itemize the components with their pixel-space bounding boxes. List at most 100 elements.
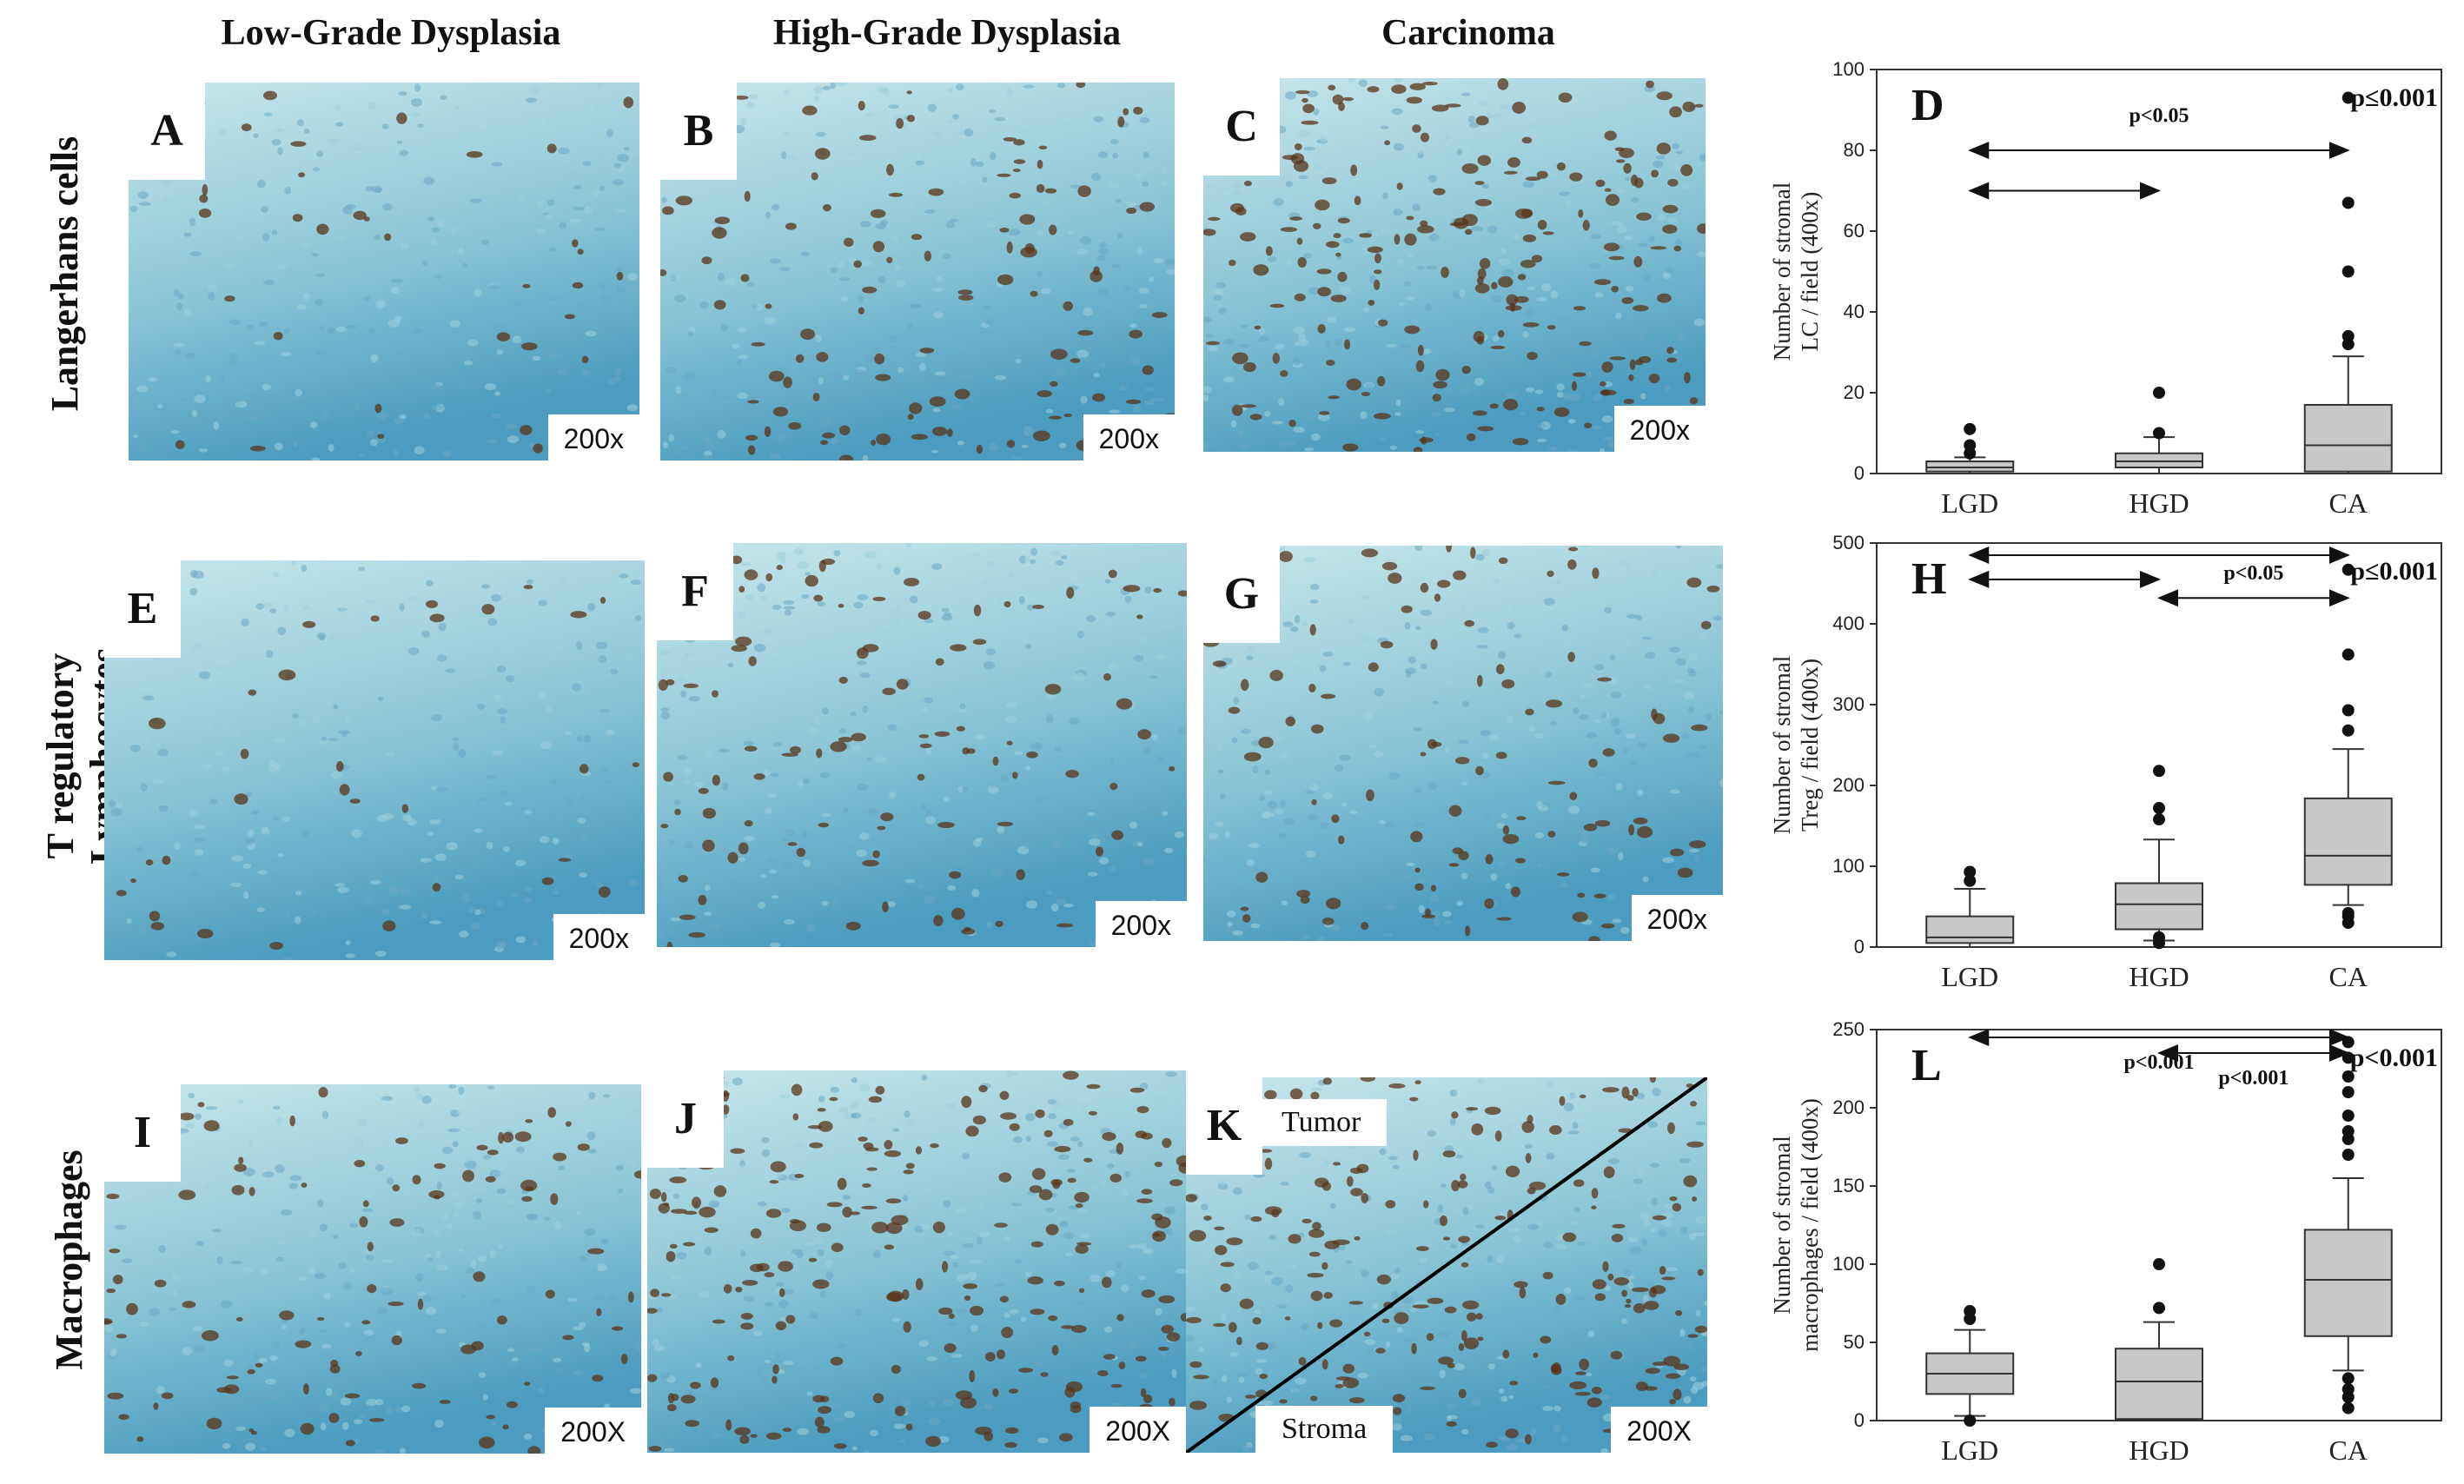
y-tick-label: 50 [1844,1331,1865,1353]
row-heading-langerhans: Langerhans cells [43,136,86,412]
y-tick-label: 100 [1832,1253,1865,1275]
stroma-label: Stroma [1255,1406,1394,1453]
outlier-point [2341,563,2355,576]
panel-letter: I [104,1084,181,1182]
x-category-label: LGD [1941,961,1998,992]
box-ca [2303,403,2393,473]
outlier-point [2341,1372,2355,1385]
magnification-label: 200x [553,914,645,960]
y-axis-label: Number of stromal [1769,656,1795,834]
column-heading-carcinoma: Carcinoma [1381,13,1555,53]
x-category-label: HGD [2129,961,2189,992]
outlier-point [2341,91,2355,104]
micrograph-panel-j: J 200X [647,1070,1186,1453]
outlier-point [2153,765,2165,778]
outlier-point [2341,1125,2355,1137]
y-tick-label: 500 [1832,532,1865,553]
box-plot-d: 0 20 40 60 80 100 Number of stromal LC / field … [1769,58,2442,519]
y-tick-label: 80 [1844,139,1865,161]
tumor-label: Tumor [1255,1099,1388,1146]
outlier-point [2341,1110,2355,1122]
comparison-p-value: p<0.05 [2129,104,2189,127]
y-tick-label: 20 [1844,381,1865,403]
overall-significance: p<0.001 [2350,1043,2438,1072]
y-tick-label: 250 [1832,1018,1865,1040]
panel-letter: F [657,543,733,640]
outlier-point [2153,1258,2165,1270]
x-category-label: CA [2329,961,2368,992]
outlier-point [2341,724,2355,737]
outlier-point [2341,906,2355,919]
tissue-texture [647,1070,1186,1453]
panel-letter: K [1186,1077,1262,1175]
outlier-point [2153,1302,2165,1315]
micrograph-panel-i: I 200X [104,1084,641,1454]
y-tick-label: 100 [1832,58,1865,80]
column-heading-high-grade: High-Grade Dysplasia [772,13,1122,53]
outlier-point [2153,427,2165,440]
outlier-point [2341,196,2355,209]
panel-letter: C [1203,78,1280,176]
x-category-label: CA [2329,1434,2368,1466]
y-tick-label: 300 [1832,693,1865,715]
outlier-point [2153,802,2165,815]
outlier-point [2341,1086,2355,1098]
panel-letter: G [1203,546,1280,643]
y-tick-label: 0 [1854,1409,1865,1431]
magnification-label: 200x [547,414,639,460]
comparison-p-value: p<0.001 [2218,1067,2288,1090]
box-lgd [1925,460,2015,473]
y-tick-label: 0 [1854,462,1865,484]
micrograph-panel-b: B 200x [660,83,1175,460]
outlier-point [2341,704,2355,717]
column-heading-low-grade: Low-Grade Dysplasia [221,13,561,53]
box-plot-h: 0 100 200 300 400 500 Number of stromal Treg / … [1769,532,2442,992]
outlier-point [2153,387,2165,399]
y-tick-label: 40 [1844,301,1865,322]
row-heading-macrophages: Macrophages [48,1149,90,1370]
y-tick-label: 100 [1832,855,1865,877]
y-axis-label: Number of stromal [1769,182,1795,361]
outlier-point [2341,265,2355,278]
panel-letter: B [660,83,737,180]
box-plot-l: 0 50 100 150 200 250 Number of stromal macropha… [1769,1018,2442,1466]
magnification-label: 200x [1083,414,1175,460]
overall-significance: p≤0.001 [2350,557,2438,586]
panel-letter: A [129,83,205,180]
tumor-stroma-divider [1186,1077,1707,1453]
y-axis-label: Number of stromal [1769,1136,1795,1314]
box-hgd [2115,452,2203,469]
box-lgd [1925,915,2015,944]
tissue-texture [129,83,639,460]
y-tick-label: 60 [1844,220,1865,242]
x-category-label: LGD [1941,487,1998,519]
chart-panel-letter: L [1911,1041,1942,1090]
box-hgd [2115,1348,2203,1421]
y-axis-label: macrophages / field (400x) [1797,1098,1823,1352]
y-tick-label: 200 [1832,1096,1865,1118]
x-category-label: HGD [2129,1434,2189,1466]
y-axis-label: LC / field (400x) [1797,192,1823,352]
outlier-point [2341,1401,2355,1414]
micrograph-panel-g: G 200x [1203,546,1723,941]
micrograph-panel-c: C 200x [1203,78,1706,452]
micrograph-panel-a: A 200x [129,83,639,460]
outlier-point [1964,865,1977,878]
comparison-p-value: p<0.001 [2123,1051,2194,1074]
micrograph-panel-e: E 200x [104,560,645,960]
outlier-point [2341,329,2355,342]
outlier-point [2341,1383,2355,1395]
y-axis-label: Treg / field (400x) [1797,659,1823,831]
panel-letter: E [104,560,181,658]
panel-letter: J [647,1070,724,1168]
outlier-point [2341,648,2355,661]
micrograph-panel-f: F 200x [657,543,1187,947]
magnification-label: 200x [1613,406,1706,452]
outlier-point [2341,1070,2355,1083]
outlier-point [1964,874,1977,887]
magnification-label: 200X [545,1408,641,1454]
chart-panel-letter: H [1911,554,1946,604]
outlier-point [2341,1149,2355,1161]
magnification-label: 200X [1090,1407,1186,1453]
x-category-label: LGD [1941,1434,1998,1466]
